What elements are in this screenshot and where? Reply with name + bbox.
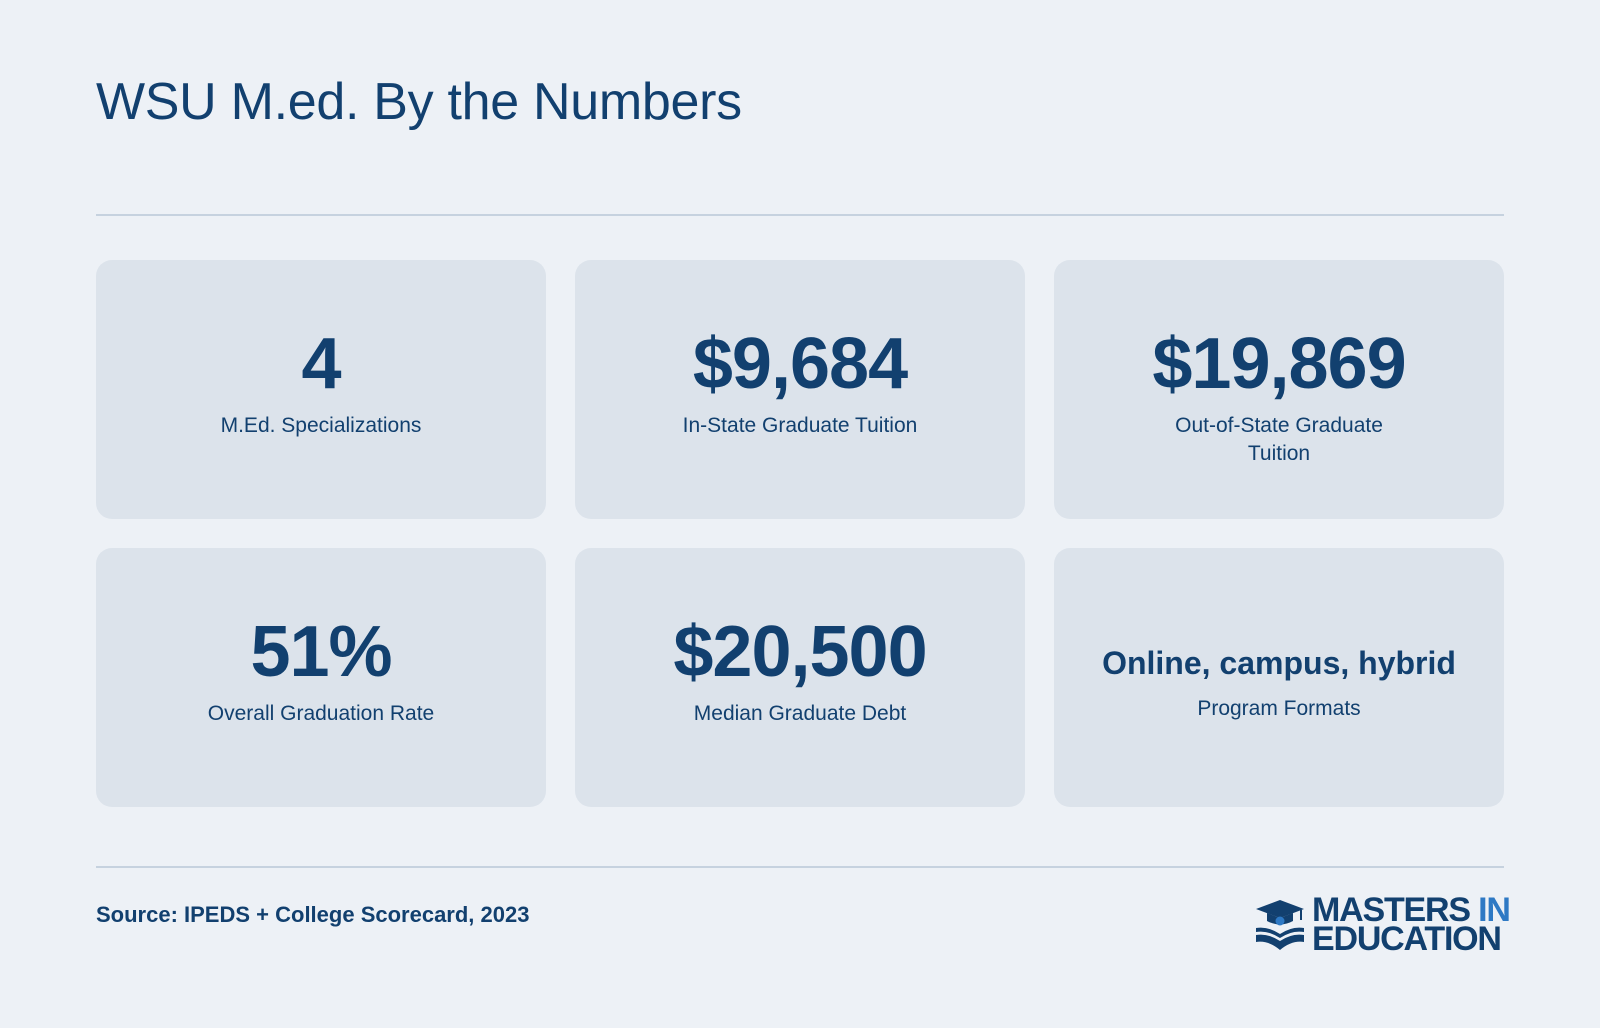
stat-label: Median Graduate Debt xyxy=(693,702,907,725)
stat-value: $19,869 xyxy=(1152,324,1406,404)
stat-card-program-formats: Online, campus, hybrid Program Formats xyxy=(1054,548,1504,807)
graduation-cap-book-icon xyxy=(1256,900,1304,950)
source-citation: Source: IPEDS + College Scorecard, 2023 xyxy=(96,902,530,927)
stat-card-in-state-tuition: $9,684 In-State Graduate Tuition xyxy=(575,260,1025,519)
masters-in-education-logo: MASTERS IN EDUCATION xyxy=(1254,893,1511,956)
stat-value: 4 xyxy=(301,324,341,404)
stat-label: M.Ed. Specializations xyxy=(220,414,422,437)
logo-word-in: IN xyxy=(1478,891,1511,929)
stat-card-out-of-state-tuition: $19,869 Out-of-State Graduate Tuition xyxy=(1054,260,1504,519)
stat-card-graduation-rate: 51% Overall Graduation Rate xyxy=(96,548,546,807)
stat-value: $9,684 xyxy=(692,324,908,404)
stat-label: Out-of-State Graduate Tuition xyxy=(1175,414,1383,465)
stat-label: Program Formats xyxy=(1197,697,1361,720)
bottom-divider xyxy=(96,866,1504,868)
stat-value: 51% xyxy=(250,612,392,692)
page-title: WSU M.ed. By the Numbers xyxy=(96,73,742,131)
stat-value: Online, campus, hybrid xyxy=(1102,645,1456,681)
stat-value: $20,500 xyxy=(673,612,927,692)
stat-card-specializations: 4 M.Ed. Specializations xyxy=(96,260,546,519)
logo-word-masters: MASTERS xyxy=(1312,891,1471,929)
stat-card-graduate-debt: $20,500 Median Graduate Debt xyxy=(575,548,1025,807)
stat-label: In-State Graduate Tuition xyxy=(682,414,918,437)
stat-label: Overall Graduation Rate xyxy=(207,702,435,725)
stats-grid: 4 M.Ed. Specializations $9,684 In-State … xyxy=(96,260,1504,807)
logo-wordmark: MASTERS IN EDUCATION xyxy=(1312,893,1511,956)
logo-word-education: EDUCATION xyxy=(1312,920,1502,958)
top-divider xyxy=(96,214,1504,216)
